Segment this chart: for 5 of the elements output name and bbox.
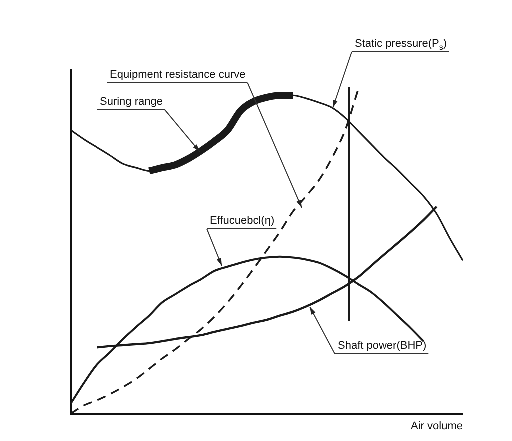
annotation: Effucuebcl(η) xyxy=(210,215,275,227)
annotation: Shaft power(BHP) xyxy=(338,340,427,352)
annotation: Suring range xyxy=(100,96,163,108)
text: Equipment resistance curve xyxy=(110,69,246,81)
x-axis-title: Air volume xyxy=(411,420,463,432)
